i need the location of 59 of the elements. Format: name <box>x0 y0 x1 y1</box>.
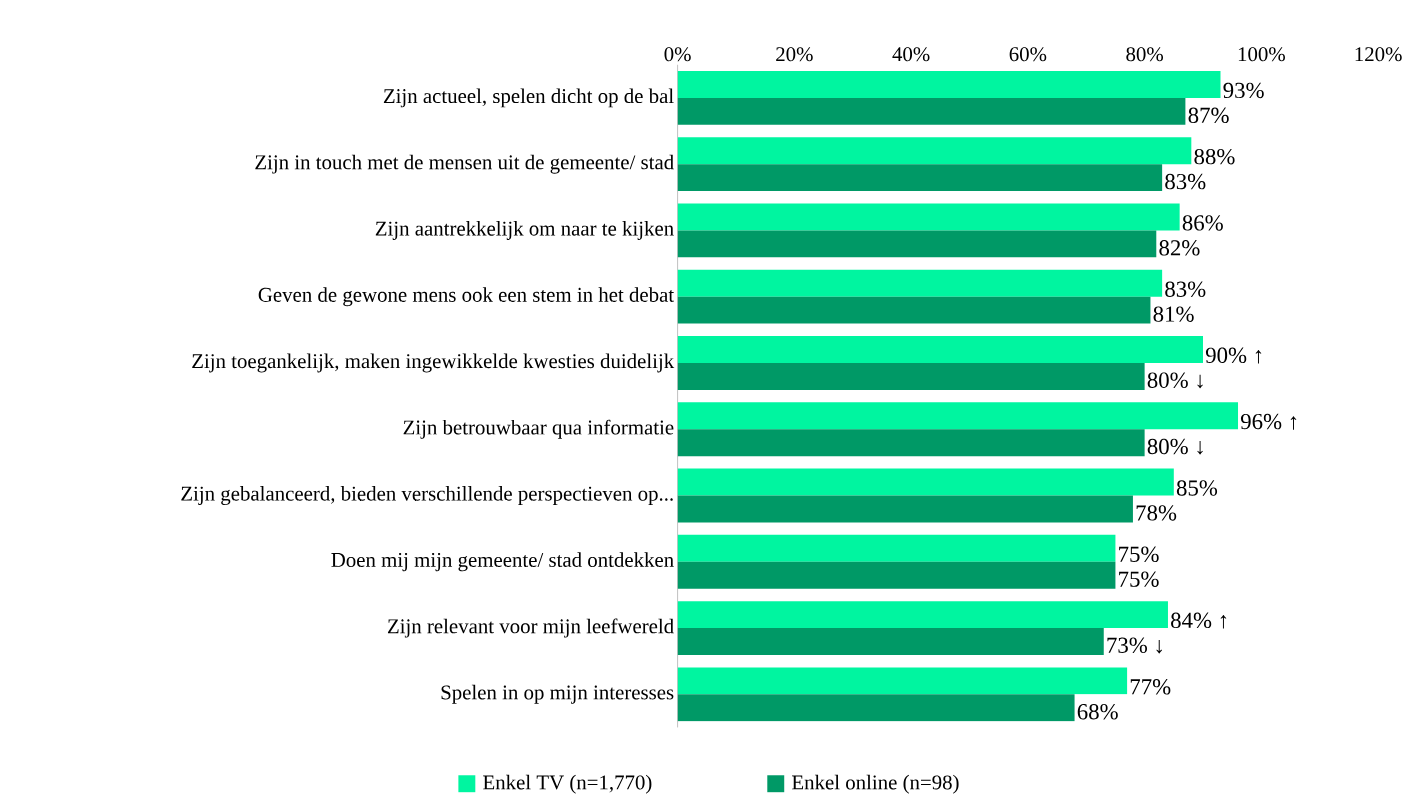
data-label: 96% ↑ <box>1240 413 1297 430</box>
data-label: 75% <box>1119 546 1159 562</box>
data-label: 87% <box>1188 107 1229 123</box>
x-tick-label: 40% <box>892 47 930 62</box>
x-tick-label: 80% <box>1126 47 1164 62</box>
y-tick-label: Zijn aantrekkelijk om naar te kijken <box>375 220 674 240</box>
data-label: 83% <box>1165 173 1206 190</box>
data-label: 73% ↓ <box>1107 637 1162 654</box>
bar <box>677 164 1163 191</box>
bar <box>677 601 1168 628</box>
bar <box>677 269 1163 297</box>
data-label: 75% <box>1119 571 1159 587</box>
data-label: 78% <box>1136 505 1177 521</box>
y-tick-label: Zijn relevant voor mijn leefwereld <box>387 618 674 638</box>
bar <box>677 667 1128 695</box>
data-label: 80% ↓ <box>1147 372 1203 389</box>
data-label: 82% <box>1159 240 1200 256</box>
data-label: 88% <box>1194 148 1235 165</box>
x-tick-label: 120% <box>1355 47 1402 62</box>
data-label: 81% <box>1153 306 1194 322</box>
y-tick-label: Zijn actueel, spelen dicht op de bal <box>383 88 674 108</box>
data-label: 86% <box>1182 215 1223 231</box>
y-tick-label: Zijn betrouwbaar qua informatie <box>403 419 674 439</box>
legend-label: Enkel online (n=98) <box>792 774 959 794</box>
bar <box>677 97 1186 125</box>
bar <box>677 137 1192 165</box>
y-tick-label: Zijn gebalanceerd, bieden verschillende perspectieven op... <box>181 485 673 505</box>
y-tick-label: Zijn in touch met de mensen uit de gemeente/ stad <box>255 154 674 174</box>
y-tick-label: Doen mij mijn gemeente/ stad ontdekken <box>331 552 674 572</box>
data-label: 90% ↑ <box>1205 347 1262 364</box>
x-tick-label: 60% <box>1009 47 1047 62</box>
bar <box>677 362 1145 390</box>
data-label: 84% ↑ <box>1171 612 1227 629</box>
y-tick-label: Spelen in op mijn interesses <box>441 684 674 704</box>
data-label: 68% <box>1077 703 1118 720</box>
bar <box>677 402 1239 430</box>
bar <box>677 468 1174 496</box>
data-label: 83% <box>1165 281 1206 297</box>
data-label: 80% ↓ <box>1147 438 1203 455</box>
bar <box>677 495 1133 523</box>
bar <box>677 70 1221 98</box>
data-label: 85% <box>1176 480 1218 496</box>
bar <box>677 429 1145 457</box>
data-label: 93% <box>1223 82 1264 99</box>
y-tick-label: Zijn toegankelijk, maken ingewikkelde kwesties duidelijk <box>192 353 675 373</box>
x-tick-label: 100% <box>1238 47 1285 62</box>
bar <box>677 335 1203 363</box>
legend-label: Enkel TV (n=1,770) <box>483 774 652 794</box>
bar <box>677 230 1157 258</box>
bar <box>677 627 1104 655</box>
bar <box>677 694 1075 722</box>
bar <box>677 296 1151 324</box>
x-tick-label: 0% <box>664 47 691 62</box>
bar <box>677 203 1180 231</box>
data-label: 77% <box>1130 679 1171 695</box>
bar <box>677 534 1116 562</box>
bar <box>677 561 1116 589</box>
x-tick-label: 20% <box>776 47 813 62</box>
y-tick-label: Geven de gewone mens ook een stem in het debat <box>258 287 674 307</box>
